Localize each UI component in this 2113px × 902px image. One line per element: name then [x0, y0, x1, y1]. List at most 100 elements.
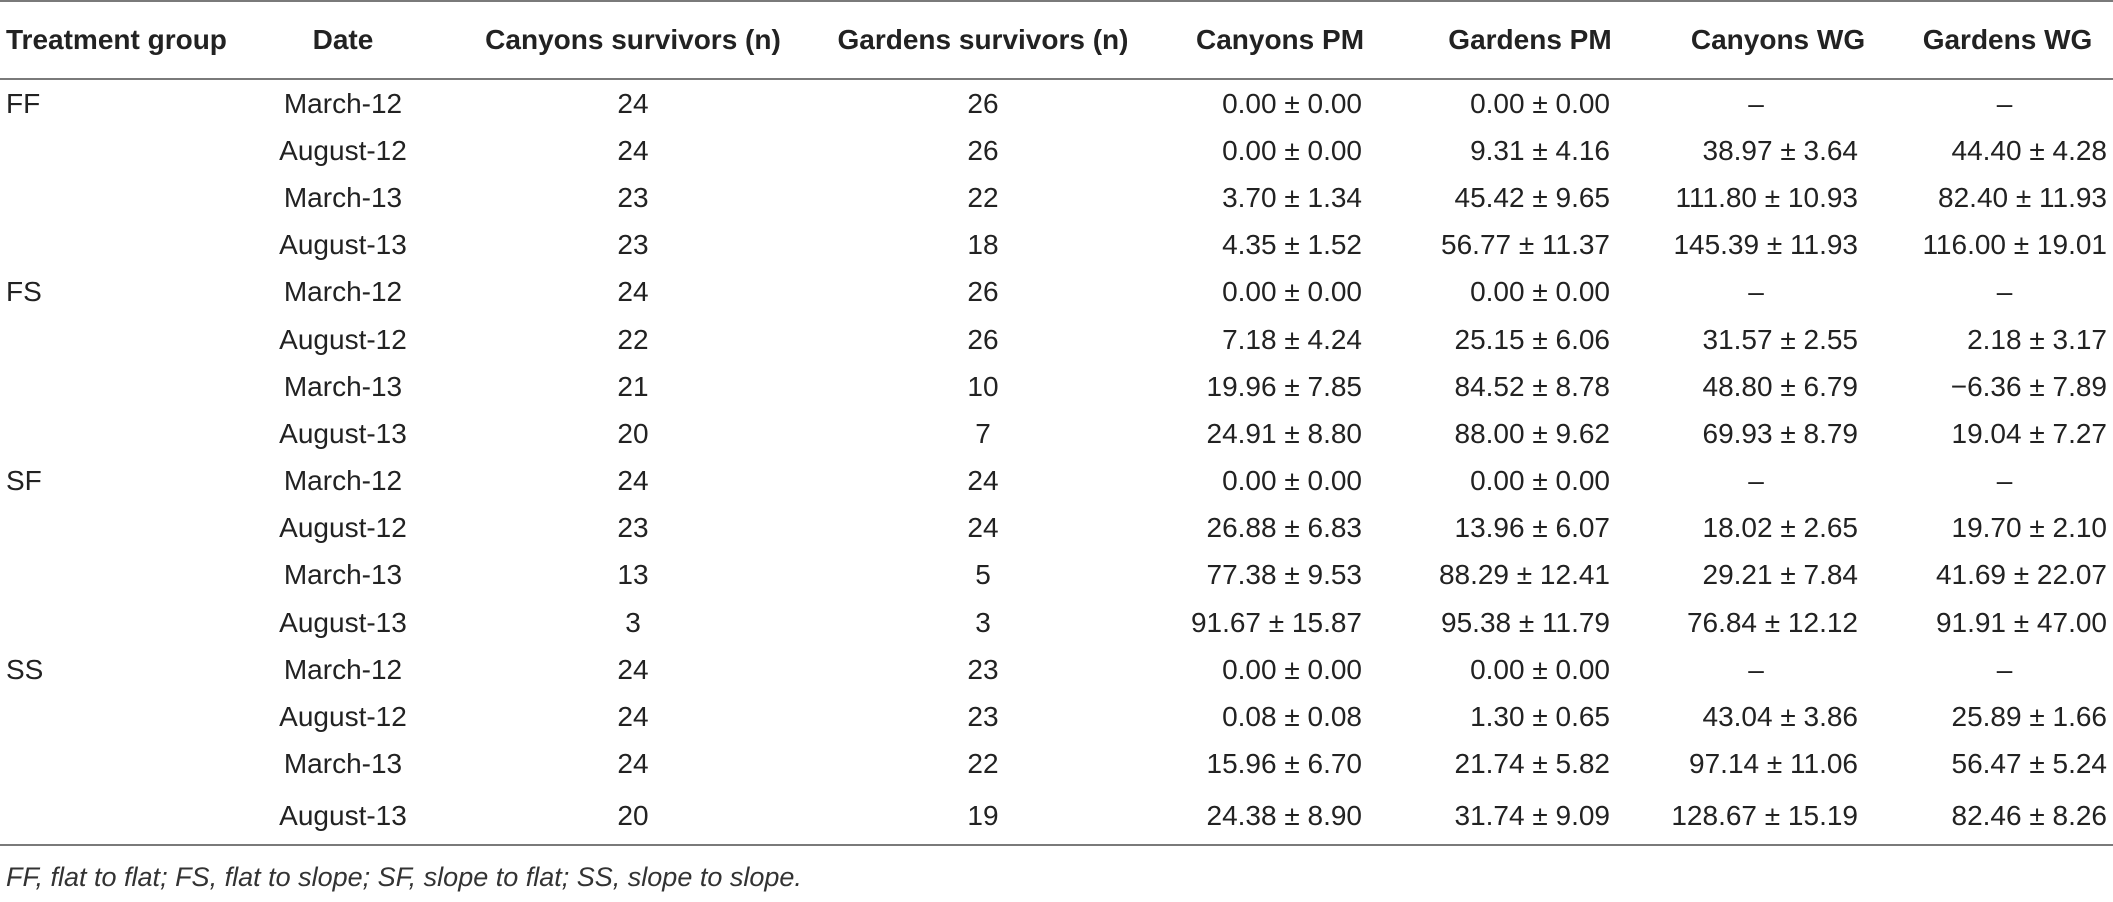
cell-canyons-pm: 4.35 ± 1.52: [1222, 229, 1362, 261]
cell-canyons-survivors: 23: [617, 512, 649, 544]
cell-canyons-wg: 43.04 ± 3.86: [1702, 701, 1859, 733]
cell-treatment-group: [0, 505, 232, 552]
cell-canyons-survivors: 23: [617, 181, 649, 213]
header-gardens-wg: Gardens WG: [1902, 0, 2113, 80]
cell-canyons-survivors: 24: [617, 134, 649, 166]
cell-date: March-12: [283, 276, 403, 308]
table-row: August-13 20 19 24.38 ± 8.90 31.74 ± 9.09 128…: [0, 787, 2113, 846]
table-footnote: FF, flat to flat; FS, flat to slope; SF,…: [6, 862, 802, 892]
cell-gardens-survivors: 22: [967, 748, 999, 780]
table-row: August-13 3 3 91.67 ± 15.87 95.38 ± 11.79 76.…: [0, 599, 2113, 646]
cell-gardens-wg: 56.47 ± 5.24: [1951, 748, 2108, 780]
cell-gardens-pm: 84.52 ± 8.78: [1454, 370, 1611, 402]
cell-gardens-survivors: 19: [812, 787, 1154, 846]
cell-canyons-pm: 0.00 ± 0.00: [1222, 134, 1362, 166]
cell-gardens-survivors: 23: [967, 701, 999, 733]
cell-gardens-wg: −6.36 ± 7.89: [1950, 370, 2107, 402]
cell-date: August-13: [232, 787, 454, 846]
cell-gardens-wg: 91.91 ± 47.00: [1935, 606, 2107, 638]
cell-treatment-group: [0, 174, 232, 221]
cell-gardens-wg: –: [1996, 653, 2013, 685]
cell-gardens-wg: –: [1996, 276, 2013, 308]
cell-gardens-pm: 31.74 ± 9.09: [1406, 787, 1654, 846]
header-canyons-wg: Canyons WG: [1654, 0, 1902, 80]
cell-canyons-pm: 0.00 ± 0.00: [1222, 653, 1362, 685]
cell-gardens-wg: 41.69 ± 22.07: [1935, 559, 2107, 591]
table-row: August-12 24 23 0.08 ± 0.08 1.30 ± 0.65 43.04…: [0, 693, 2113, 740]
cell-canyons-wg: 38.97 ± 3.64: [1702, 134, 1859, 166]
cell-date: August-13: [279, 229, 407, 261]
cell-canyons-survivors: 20: [454, 787, 812, 846]
cell-gardens-pm: 25.15 ± 6.06: [1454, 323, 1611, 355]
cell-gardens-wg: 82.46 ± 8.26: [1902, 787, 2113, 846]
cell-gardens-survivors: 24: [967, 465, 999, 497]
cell-gardens-pm: 1.30 ± 0.65: [1470, 701, 1610, 733]
cell-gardens-pm: 56.77 ± 11.37: [1441, 229, 1610, 261]
cell-gardens-survivors: 10: [967, 370, 999, 402]
cell-canyons-pm: 77.38 ± 9.53: [1206, 559, 1363, 591]
cell-date: March-13: [283, 559, 403, 591]
cell-gardens-pm: 0.00 ± 0.00: [1470, 87, 1610, 119]
cell-canyons-pm: 0.00 ± 0.00: [1222, 87, 1362, 119]
cell-date: August-12: [279, 134, 407, 166]
cell-gardens-survivors: 26: [967, 276, 999, 308]
header-gardens-survivors: Gardens survivors (n): [812, 0, 1154, 80]
cell-canyons-wg: 29.21 ± 7.84: [1702, 559, 1859, 591]
cell-gardens-survivors: 22: [967, 181, 999, 213]
table-row: March-13 13 5 77.38 ± 9.53 88.29 ± 12.41 29.2…: [0, 552, 2113, 599]
cell-gardens-pm: 0.00 ± 0.00: [1470, 465, 1610, 497]
header-canyons-pm: Canyons PM: [1154, 0, 1406, 80]
cell-gardens-pm: 0.00 ± 0.00: [1470, 653, 1610, 685]
cell-canyons-pm: 24.91 ± 8.80: [1206, 417, 1363, 449]
table-body: FF March-12 24 26 0.00 ± 0.00 0.00 ± 0.00 – – Au…: [0, 79, 2113, 846]
table-row: FF March-12 24 26 0.00 ± 0.00 0.00 ± 0.00 – –: [0, 79, 2113, 127]
cell-canyons-wg: 31.57 ± 2.55: [1702, 323, 1859, 355]
cell-gardens-survivors: 26: [967, 87, 999, 119]
cell-gardens-pm: 21.74 ± 5.82: [1454, 748, 1611, 780]
cell-gardens-survivors: 3: [975, 606, 991, 638]
cell-canyons-wg: –: [1748, 87, 1764, 119]
cell-treatment-group: FF: [6, 87, 41, 119]
header-treatment-group: Treatment group: [0, 0, 232, 80]
cell-canyons-pm: 15.96 ± 6.70: [1206, 748, 1363, 780]
cell-date: August-12: [279, 701, 407, 733]
cell-gardens-pm: 45.42 ± 9.65: [1454, 181, 1611, 213]
cell-canyons-wg: 111.80 ± 10.93: [1675, 181, 1858, 213]
header-row: Treatment group Date Canyons survivors (…: [0, 0, 2113, 80]
cell-canyons-survivors: 21: [617, 370, 649, 402]
cell-gardens-survivors: 23: [967, 653, 999, 685]
cell-gardens-wg: –: [1996, 87, 2013, 119]
header-canyons-survivors: Canyons survivors (n): [454, 0, 812, 80]
cell-date: August-13: [279, 606, 407, 638]
cell-canyons-wg: –: [1748, 276, 1764, 308]
table-row: August-12 23 24 26.88 ± 6.83 13.96 ± 6.07 18.…: [0, 505, 2113, 552]
cell-canyons-survivors: 24: [617, 653, 649, 685]
cell-gardens-wg: 116.00 ± 19.01: [1922, 229, 2107, 261]
cell-date: August-12: [279, 512, 407, 544]
cell-treatment-group: [0, 316, 232, 363]
data-table: Treatment group Date Canyons survivors (…: [0, 0, 2113, 846]
cell-canyons-wg: 69.93 ± 8.79: [1702, 417, 1859, 449]
cell-canyons-wg: 145.39 ± 11.93: [1673, 229, 1858, 261]
cell-canyons-survivors: 13: [617, 559, 649, 591]
table-row: SF March-12 24 24 0.00 ± 0.00 0.00 ± 0.00 – –: [0, 458, 2113, 505]
cell-treatment-group: SS: [6, 653, 44, 685]
cell-date: March-12: [283, 653, 403, 685]
cell-treatment-group: FS: [6, 276, 42, 308]
cell-canyons-wg: 76.84 ± 12.12: [1686, 606, 1858, 638]
table-row: March-13 24 22 15.96 ± 6.70 21.74 ± 5.82 97.1…: [0, 741, 2113, 788]
cell-gardens-survivors: 26: [967, 134, 999, 166]
cell-canyons-pm: 26.88 ± 6.83: [1206, 512, 1363, 544]
cell-date: August-12: [279, 323, 407, 355]
cell-gardens-survivors: 7: [975, 417, 991, 449]
cell-gardens-pm: 9.31 ± 4.16: [1470, 134, 1610, 166]
header-gardens-pm: Gardens PM: [1406, 0, 1654, 80]
table-row: August-12 24 26 0.00 ± 0.00 9.31 ± 4.16 38.97…: [0, 127, 2113, 174]
cell-canyons-pm: 91.67 ± 15.87: [1190, 606, 1362, 638]
cell-date: March-12: [283, 465, 403, 497]
cell-gardens-wg: 82.40 ± 11.93: [1938, 181, 2107, 213]
cell-canyons-wg: 18.02 ± 2.65: [1702, 512, 1859, 544]
cell-canyons-survivors: 3: [625, 606, 641, 638]
table-row: SS March-12 24 23 0.00 ± 0.00 0.00 ± 0.00 – –: [0, 646, 2113, 693]
